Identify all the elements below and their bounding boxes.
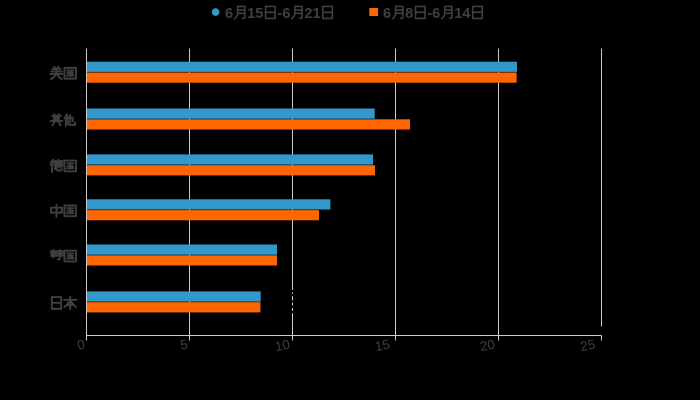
svg-text:20: 20 — [479, 337, 496, 354]
svg-text:5: 5 — [179, 337, 189, 353]
svg-text:21: 21 — [304, 6, 320, 22]
svg-text:0: 0 — [76, 337, 86, 353]
svg-text:6: 6 — [225, 6, 233, 22]
svg-text:15: 15 — [374, 337, 391, 354]
svg-text:25: 25 — [579, 337, 596, 354]
svg-text:-6: -6 — [277, 6, 290, 22]
svg-text:10: 10 — [274, 337, 291, 354]
svg-text:15: 15 — [247, 6, 263, 22]
svg-text:6: 6 — [383, 6, 391, 22]
svg-text:8: 8 — [405, 6, 413, 22]
svg-text:-6: -6 — [427, 6, 440, 22]
svg-text:14: 14 — [454, 6, 471, 22]
